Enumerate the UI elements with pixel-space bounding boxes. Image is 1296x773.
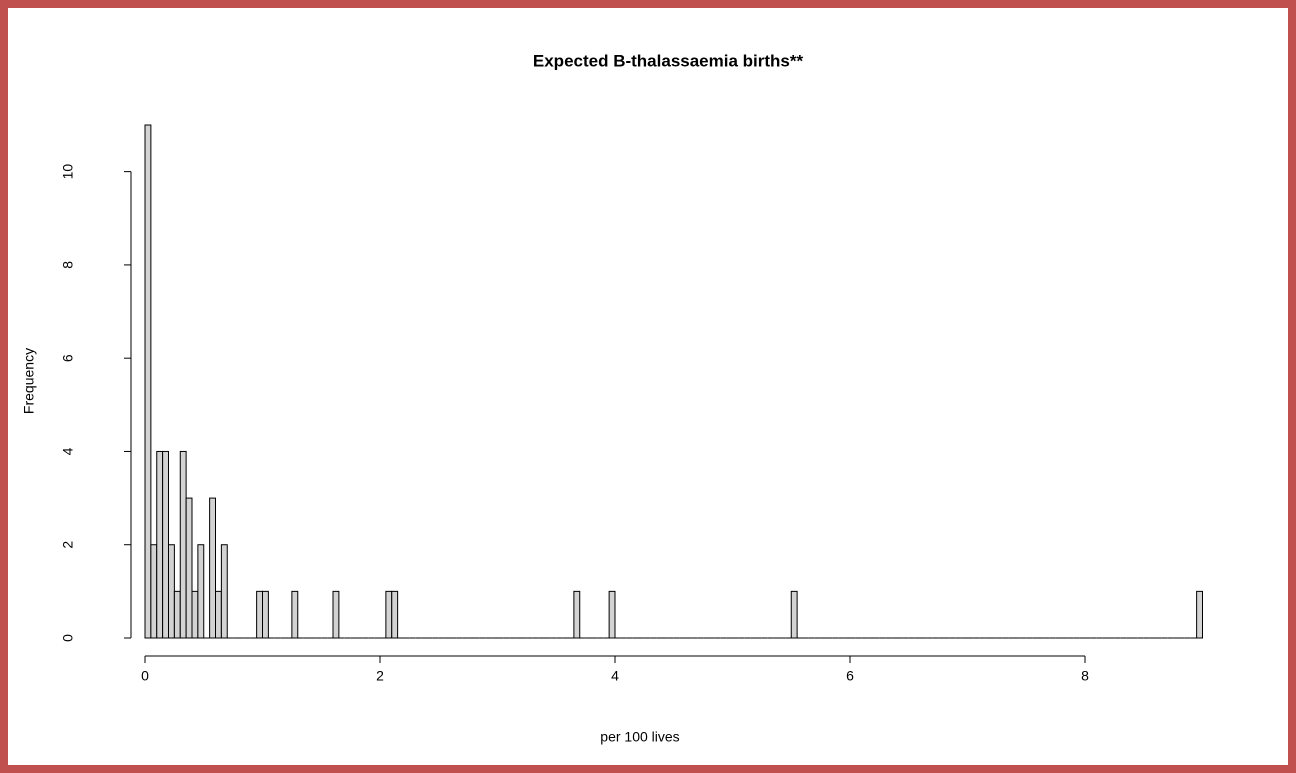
x-tick-label: 8 — [1081, 668, 1089, 684]
bar — [262, 590, 269, 639]
bar — [162, 450, 169, 639]
x-axis-label: per 100 lives — [600, 729, 679, 745]
bar — [215, 590, 222, 639]
x-tick-label: 6 — [846, 668, 854, 684]
bar — [144, 124, 152, 639]
y-tick-label: 6 — [60, 354, 76, 362]
y-tick-label: 0 — [60, 634, 76, 642]
bar — [256, 590, 263, 639]
bar — [391, 590, 399, 639]
bar — [385, 590, 393, 639]
bar — [573, 590, 581, 639]
y-axis-label: Frequency — [21, 348, 37, 414]
bar — [191, 590, 199, 639]
x-tick-label: 4 — [611, 668, 619, 684]
chart: Expected B-thalassaemia births** per 100… — [21, 51, 1203, 745]
y-tick-label: 2 — [60, 541, 76, 549]
bar — [220, 544, 228, 639]
bar — [173, 590, 181, 639]
y-tick-label: 8 — [60, 261, 76, 269]
y-tick-label: 10 — [60, 164, 76, 180]
x-tick-label: 2 — [376, 668, 384, 684]
bar — [197, 544, 205, 639]
bar — [790, 590, 798, 639]
bar — [209, 497, 216, 639]
bar — [156, 450, 164, 639]
y-tick-label: 4 — [60, 447, 76, 455]
bar — [608, 590, 616, 639]
chart-title: Expected B-thalassaemia births** — [533, 51, 804, 70]
bar — [291, 590, 299, 639]
bar — [332, 590, 340, 639]
bar — [1196, 590, 1203, 639]
bar — [179, 450, 187, 639]
bar — [185, 497, 193, 639]
bar — [150, 544, 158, 639]
bar — [168, 544, 175, 639]
x-tick-label: 0 — [141, 668, 149, 684]
